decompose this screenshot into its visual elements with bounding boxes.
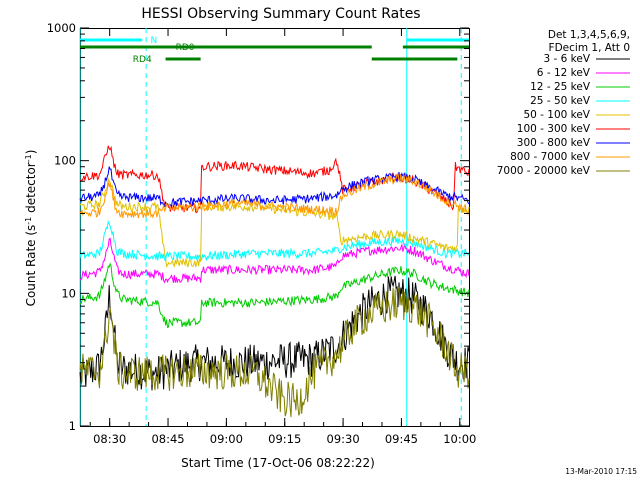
footer-timestamp: 13-Mar-2010 17:15 bbox=[565, 467, 637, 476]
x-tick-label-6: 10:00 bbox=[443, 432, 476, 446]
chart-title: HESSI Observing Summary Count Rates bbox=[141, 6, 420, 22]
series-line-3 bbox=[79, 219, 470, 262]
y-tick-label-3: 1000 bbox=[47, 21, 76, 35]
series-line-2 bbox=[79, 262, 470, 328]
x-axis: 08:30 08:45 09:00 09:15 09:30 09:45 10:00 bbox=[89, 28, 476, 446]
y-label-close: ) bbox=[24, 150, 38, 155]
legend-label-1: 6 - 12 keV bbox=[537, 67, 591, 79]
legend: Det 1,3,4,5,6,9,FDecim 1, Att 03 - 6 keV… bbox=[497, 29, 630, 177]
legend-label-7: 800 - 7000 keV bbox=[510, 151, 591, 163]
y-tick-label-0: 1 bbox=[69, 419, 76, 433]
legend-header-1: FDecim 1, Att 0 bbox=[549, 42, 630, 54]
series-lines bbox=[79, 145, 470, 418]
x-axis-label: Start Time (17-Oct-06 08:22:22) bbox=[181, 456, 375, 470]
x-tick-label-0: 08:30 bbox=[93, 432, 126, 446]
y-axis-label: Count Rate (s-1 detector-1) bbox=[24, 150, 39, 307]
status-bars: RD0 RD4 N bbox=[80, 36, 469, 65]
legend-label-2: 12 - 25 keV bbox=[530, 81, 591, 93]
legend-label-0: 3 - 6 keV bbox=[543, 53, 590, 65]
series-line-8 bbox=[79, 286, 470, 418]
y-label-part: Count Rate (s bbox=[24, 225, 38, 307]
marker-label: N bbox=[151, 36, 158, 46]
y-label-exp2: -1 bbox=[24, 154, 33, 162]
legend-label-8: 7000 - 20000 keV bbox=[497, 165, 591, 177]
series-line-4 bbox=[79, 177, 470, 268]
legend-label-4: 50 - 100 keV bbox=[523, 109, 590, 121]
y-label-detector: detector bbox=[24, 162, 38, 217]
x-tick-label-3: 09:15 bbox=[268, 432, 301, 446]
y-label-exp1: -1 bbox=[24, 217, 33, 225]
y-tick-label-2: 100 bbox=[54, 154, 76, 168]
x-tick-label-5: 09:45 bbox=[385, 432, 418, 446]
time-markers bbox=[79, 28, 462, 426]
y-tick-label-1: 10 bbox=[61, 286, 76, 300]
event-label-0: RD0 bbox=[176, 43, 195, 53]
x-tick-label-2: 09:00 bbox=[210, 432, 243, 446]
legend-header-0: Det 1,3,4,5,6,9, bbox=[548, 29, 630, 41]
legend-label-6: 300 - 800 keV bbox=[517, 137, 591, 149]
x-tick-label-1: 08:45 bbox=[151, 432, 184, 446]
y-axis: 1 10 100 1000 bbox=[47, 21, 469, 433]
legend-label-3: 25 - 50 keV bbox=[530, 95, 591, 107]
event-label-2: RD4 bbox=[133, 55, 152, 65]
series-line-7 bbox=[79, 172, 470, 219]
legend-label-5: 100 - 300 keV bbox=[517, 123, 591, 135]
x-tick-label-4: 09:30 bbox=[327, 432, 360, 446]
series-line-1 bbox=[79, 237, 470, 284]
series-line-6 bbox=[79, 166, 470, 208]
